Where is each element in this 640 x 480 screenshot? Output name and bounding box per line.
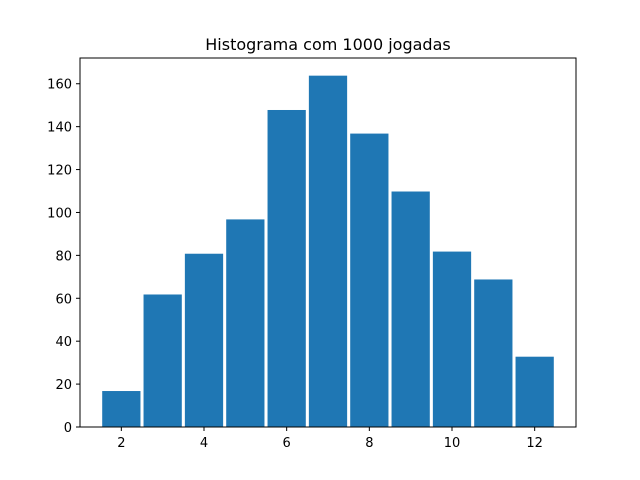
bar-12 xyxy=(514,355,555,428)
bar-10 xyxy=(431,250,473,428)
y-tick-label-60: 60 xyxy=(55,292,72,307)
y-tick-label-0: 0 xyxy=(64,421,72,436)
bar-3 xyxy=(142,293,183,428)
y-tick-label-160: 160 xyxy=(47,78,72,93)
x-tick-label-2: 2 xyxy=(117,436,125,451)
x-tick-label-12: 12 xyxy=(526,436,543,451)
y-tick-label-140: 140 xyxy=(47,121,72,136)
bar-11 xyxy=(473,278,514,428)
y-tick-label-20: 20 xyxy=(55,378,72,393)
x-tick-label-10: 10 xyxy=(444,436,461,451)
bar-5 xyxy=(225,218,266,428)
bar-7 xyxy=(307,74,349,428)
bar-8 xyxy=(349,132,390,428)
bar-9 xyxy=(390,190,431,428)
y-tick-label-80: 80 xyxy=(55,249,72,264)
bar-6 xyxy=(266,108,307,428)
y-tick-label-100: 100 xyxy=(47,206,72,221)
bar-2 xyxy=(101,390,142,428)
x-tick-label-8: 8 xyxy=(365,436,373,451)
y-tick-label-120: 120 xyxy=(47,164,72,179)
y-axis-ticks: 0 20 40 60 80 100 120 140 160 xyxy=(47,78,80,436)
chart-title: Histograma com 1000 jogadas xyxy=(205,35,450,54)
x-tick-label-6: 6 xyxy=(283,436,291,451)
y-tick-label-40: 40 xyxy=(55,335,72,350)
plot-frame xyxy=(79,57,577,428)
bar-4 xyxy=(183,252,225,428)
x-tick-label-4: 4 xyxy=(200,436,208,451)
bars-group xyxy=(101,74,555,428)
x-axis-ticks: 2 4 6 8 10 12 xyxy=(117,427,543,451)
